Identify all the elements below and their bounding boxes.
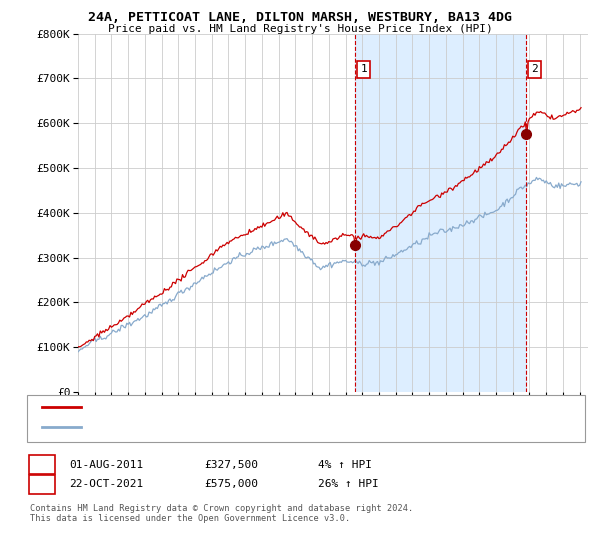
Text: 26% ↑ HPI: 26% ↑ HPI xyxy=(318,479,379,489)
Text: £575,000: £575,000 xyxy=(204,479,258,489)
Text: £327,500: £327,500 xyxy=(204,460,258,470)
Text: 24A, PETTICOAT LANE, DILTON MARSH, WESTBURY, BA13 4DG: 24A, PETTICOAT LANE, DILTON MARSH, WESTB… xyxy=(88,11,512,24)
Text: Contains HM Land Registry data © Crown copyright and database right 2024.
This d: Contains HM Land Registry data © Crown c… xyxy=(30,504,413,524)
Text: 22-OCT-2021: 22-OCT-2021 xyxy=(69,479,143,489)
Text: 1: 1 xyxy=(360,64,367,74)
Bar xyxy=(355,34,526,392)
Text: 24A, PETTICOAT LANE, DILTON MARSH, WESTBURY, BA13 4DG (detached house): 24A, PETTICOAT LANE, DILTON MARSH, WESTB… xyxy=(87,403,490,412)
Text: HPI: Average price, detached house, Wiltshire: HPI: Average price, detached house, Wilt… xyxy=(87,422,346,432)
Text: 2: 2 xyxy=(532,64,538,74)
Text: 01-AUG-2011: 01-AUG-2011 xyxy=(69,460,143,470)
Text: 2: 2 xyxy=(38,479,46,489)
Text: Price paid vs. HM Land Registry's House Price Index (HPI): Price paid vs. HM Land Registry's House … xyxy=(107,24,493,34)
Text: 4% ↑ HPI: 4% ↑ HPI xyxy=(318,460,372,470)
Text: 1: 1 xyxy=(38,460,46,470)
